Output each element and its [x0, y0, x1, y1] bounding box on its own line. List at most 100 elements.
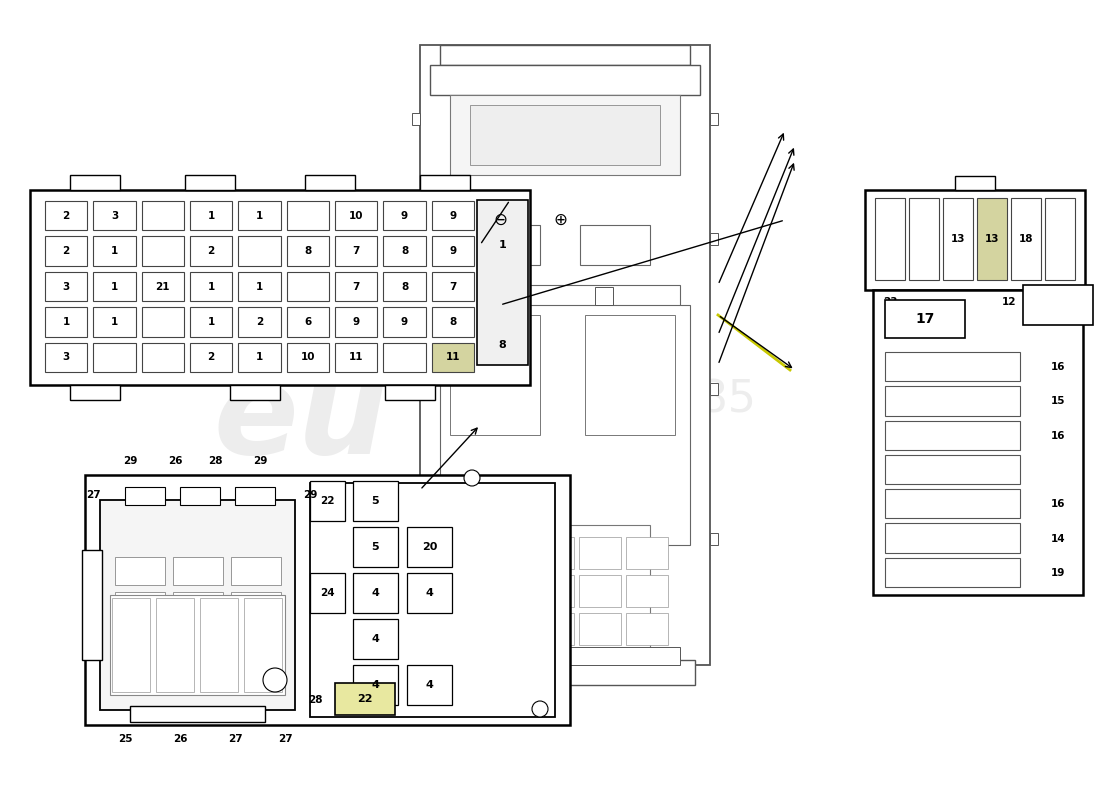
- Bar: [407, 665, 452, 705]
- Bar: [886, 421, 1020, 450]
- Bar: [305, 175, 355, 190]
- Bar: [244, 598, 282, 692]
- Bar: [130, 706, 265, 722]
- Bar: [450, 647, 680, 665]
- Text: 4: 4: [372, 634, 379, 644]
- Text: 6: 6: [305, 317, 311, 327]
- Bar: [190, 272, 232, 301]
- Text: 14: 14: [1050, 534, 1065, 543]
- Bar: [626, 575, 668, 607]
- Bar: [82, 550, 102, 660]
- Bar: [70, 175, 120, 190]
- Text: 1: 1: [208, 317, 214, 327]
- Bar: [94, 307, 135, 337]
- Bar: [310, 481, 345, 521]
- Bar: [480, 525, 650, 655]
- Text: 16: 16: [1050, 499, 1065, 510]
- Text: 29: 29: [253, 456, 267, 466]
- Bar: [412, 233, 420, 245]
- Bar: [430, 65, 700, 95]
- Bar: [45, 201, 87, 230]
- Text: 4: 4: [372, 588, 379, 598]
- Bar: [231, 627, 280, 655]
- Bar: [532, 575, 574, 607]
- Bar: [532, 613, 574, 645]
- Bar: [450, 285, 680, 315]
- Bar: [955, 176, 996, 190]
- Text: 11: 11: [446, 352, 460, 362]
- Text: 8: 8: [400, 282, 408, 291]
- Bar: [156, 598, 194, 692]
- Bar: [45, 342, 87, 372]
- Bar: [460, 225, 540, 265]
- Bar: [579, 537, 621, 569]
- Text: 8: 8: [498, 340, 506, 350]
- Bar: [595, 287, 613, 305]
- Bar: [1045, 198, 1075, 280]
- Text: 23: 23: [882, 297, 898, 307]
- Text: 8: 8: [400, 246, 408, 256]
- Bar: [142, 272, 184, 301]
- Bar: [710, 383, 718, 395]
- Bar: [383, 237, 426, 266]
- Text: 8: 8: [305, 246, 311, 256]
- Bar: [353, 573, 398, 613]
- Bar: [431, 237, 474, 266]
- Text: 1: 1: [256, 352, 263, 362]
- Bar: [431, 272, 474, 301]
- Bar: [431, 307, 474, 337]
- Text: 8: 8: [449, 317, 456, 327]
- Text: 19: 19: [1050, 568, 1065, 578]
- Bar: [94, 342, 135, 372]
- Text: 3: 3: [63, 282, 69, 291]
- Text: 1: 1: [111, 317, 118, 327]
- Text: 29: 29: [302, 490, 317, 500]
- Bar: [190, 201, 232, 230]
- Text: 28: 28: [208, 456, 222, 466]
- Text: 2: 2: [63, 210, 69, 221]
- Text: 2: 2: [256, 317, 263, 327]
- Bar: [909, 198, 939, 280]
- Text: 1985: 1985: [644, 378, 757, 422]
- Text: 7: 7: [352, 282, 360, 291]
- Bar: [505, 287, 522, 305]
- Text: 27: 27: [277, 734, 293, 744]
- Text: 20: 20: [421, 542, 437, 552]
- Bar: [383, 272, 426, 301]
- Bar: [886, 523, 1020, 553]
- Text: 27: 27: [86, 490, 100, 500]
- Bar: [485, 537, 527, 569]
- Bar: [353, 481, 398, 521]
- Bar: [626, 537, 668, 569]
- Bar: [585, 315, 675, 435]
- Bar: [579, 613, 621, 645]
- Text: eu: eu: [213, 359, 387, 481]
- Bar: [710, 113, 718, 125]
- Bar: [383, 342, 426, 372]
- Bar: [886, 386, 1020, 415]
- Text: 9: 9: [449, 246, 456, 256]
- Text: 16: 16: [1050, 430, 1065, 441]
- Text: ⊖: ⊖: [493, 211, 507, 229]
- Text: 13: 13: [984, 234, 999, 244]
- Bar: [142, 307, 184, 337]
- Bar: [239, 342, 280, 372]
- Bar: [85, 475, 570, 725]
- Bar: [235, 487, 275, 505]
- Bar: [431, 201, 474, 230]
- Text: ⊕: ⊕: [553, 211, 566, 229]
- Text: 4: 4: [426, 588, 433, 598]
- Text: 5: 5: [372, 496, 379, 506]
- Bar: [173, 627, 223, 655]
- Bar: [94, 237, 135, 266]
- Text: 1: 1: [256, 210, 263, 221]
- Text: 1: 1: [256, 282, 263, 291]
- Bar: [626, 613, 668, 645]
- Bar: [239, 272, 280, 301]
- Bar: [336, 272, 377, 301]
- Bar: [431, 342, 474, 372]
- Text: 11: 11: [349, 352, 363, 362]
- Bar: [116, 557, 165, 585]
- Bar: [353, 619, 398, 659]
- Bar: [116, 627, 165, 655]
